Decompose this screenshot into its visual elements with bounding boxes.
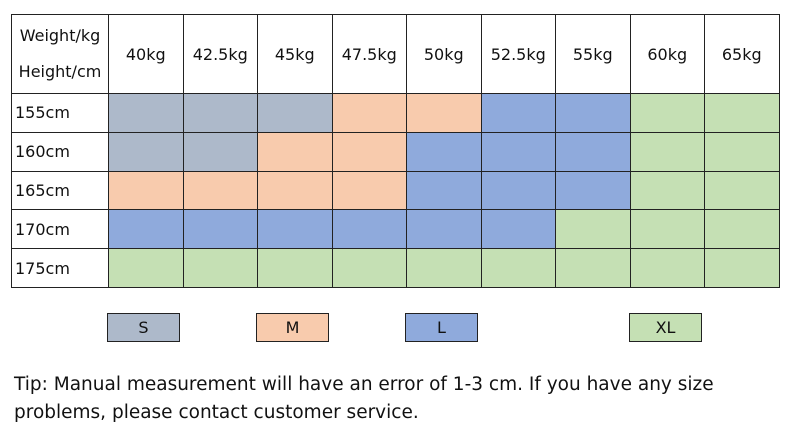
row-header: 170cm: [11, 209, 109, 250]
row-header: 165cm: [11, 170, 109, 211]
legend-l: L: [405, 313, 478, 342]
size-cell-l: [406, 170, 482, 211]
height-axis-label: Height/cm: [18, 62, 102, 81]
size-cell-l: [555, 170, 631, 211]
legend-m: M: [256, 313, 329, 342]
tip-text: Tip: Manual measurement will have an err…: [14, 374, 714, 423]
size-cell-xl: [629, 170, 705, 211]
size-cell-xl: [629, 93, 705, 133]
size-cell-m: [257, 131, 333, 172]
column-header: 47.5kg: [331, 14, 407, 94]
header-row: Weight/kg Height/cm 40kg 42.5kg 45kg 47.5kg…: [11, 14, 780, 94]
size-cell-l: [480, 209, 556, 250]
size-cell-l: [108, 209, 184, 250]
size-cell-m: [331, 93, 407, 133]
size-cell-s: [108, 131, 184, 172]
table-row: 155cm: [11, 93, 780, 133]
size-cell-xl: [480, 248, 556, 288]
column-header: 60kg: [629, 14, 705, 94]
size-cell-xl: [704, 170, 780, 211]
column-header: 50kg: [406, 14, 482, 94]
size-cell-xl: [704, 131, 780, 172]
size-cell-xl: [629, 131, 705, 172]
column-header: 65kg: [704, 14, 780, 94]
size-cell-s: [108, 93, 184, 133]
size-cell-l: [480, 170, 556, 211]
size-cell-l: [182, 209, 258, 250]
size-cell-l: [406, 209, 482, 250]
column-header: 42.5kg: [182, 14, 258, 94]
size-cell-xl: [555, 248, 631, 288]
size-cell-l: [257, 209, 333, 250]
size-cell-xl: [257, 248, 333, 288]
table-row: 175cm: [11, 248, 780, 288]
size-cell-m: [108, 170, 184, 211]
size-cell-xl: [629, 209, 705, 250]
legend-xl: XL: [629, 313, 702, 342]
size-cell-l: [480, 131, 556, 172]
size-cell-m: [331, 170, 407, 211]
size-cell-xl: [108, 248, 184, 288]
size-cell-s: [182, 93, 258, 133]
size-cell-l: [555, 131, 631, 172]
table-row: 160cm: [11, 131, 780, 172]
column-header: 45kg: [257, 14, 333, 94]
weight-axis-label: Weight/kg: [19, 26, 101, 45]
size-cell-xl: [629, 248, 705, 288]
size-cell-s: [182, 131, 258, 172]
size-cell-m: [406, 93, 482, 133]
size-cell-xl: [182, 248, 258, 288]
row-header: 175cm: [11, 248, 109, 288]
size-cell-m: [331, 131, 407, 172]
column-header: 52.5kg: [480, 14, 556, 94]
table-row: 170cm: [11, 209, 780, 250]
size-cell-xl: [406, 248, 482, 288]
size-cell-l: [480, 93, 556, 133]
table-row: 165cm: [11, 170, 780, 211]
size-cell-xl: [704, 209, 780, 250]
size-cell-s: [257, 93, 333, 133]
size-cell-l: [555, 93, 631, 133]
size-cell-xl: [704, 248, 780, 288]
size-cell-m: [182, 170, 258, 211]
size-cell-l: [331, 209, 407, 250]
row-header: 160cm: [11, 131, 109, 172]
size-chart-table: Weight/kg Height/cm 40kg 42.5kg 45kg 47.5kg…: [11, 14, 780, 288]
size-cell-m: [257, 170, 333, 211]
row-header: 155cm: [11, 93, 109, 133]
legend-s: S: [107, 313, 180, 342]
column-header: 55kg: [555, 14, 631, 94]
size-cell-xl: [555, 209, 631, 250]
corner-cell: Weight/kg Height/cm: [11, 14, 109, 94]
column-header: 40kg: [108, 14, 184, 94]
size-cell-xl: [704, 93, 780, 133]
size-cell-l: [406, 131, 482, 172]
size-cell-xl: [331, 248, 407, 288]
